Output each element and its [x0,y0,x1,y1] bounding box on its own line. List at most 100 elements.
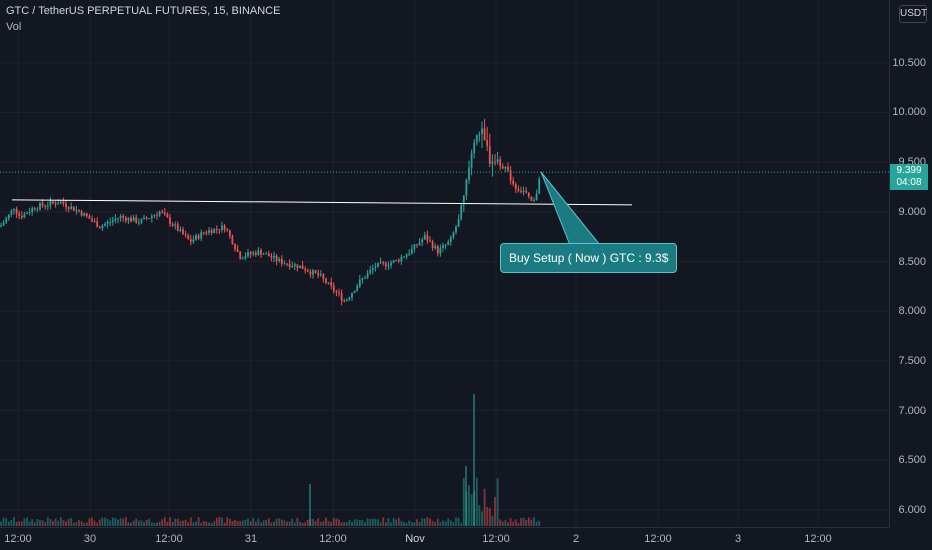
volume-bar [296,517,299,526]
volume-bar [483,488,486,526]
candle-body [325,278,327,284]
volume-bar [189,517,192,526]
price-tick: 6.500 [898,454,926,467]
candle-body [429,240,431,242]
volume-bar [369,519,372,526]
candle-body [280,258,283,264]
candle-body [507,166,509,171]
candle-body [387,265,390,267]
volume-bar [205,521,208,526]
candle-body [439,247,442,254]
candle-body [462,195,465,206]
volume-bar [174,518,177,526]
candle-body [202,232,205,234]
volume-bar [452,521,455,526]
volume-bar [213,521,216,526]
annotation-callout[interactable]: Buy Setup ( Now ) GTC : 9.3$ [500,243,678,273]
volume-bar [371,518,374,526]
volume-bar [468,485,470,526]
volume-bar [33,522,36,526]
candle-body [124,217,127,221]
candle-body [80,211,83,216]
candle-body [171,223,174,226]
symbol-legend[interactable]: GTC / TetherUS PERPETUAL FUTURES, 15, BI… [6,5,281,17]
chart-plot-area[interactable]: GTC / TetherUS PERPETUAL FUTURES, 15, BI… [0,0,890,528]
candle-body [36,209,39,211]
candle-body [533,200,535,202]
volume-bar [135,518,138,526]
candle-body [98,227,101,229]
volume-bar [106,518,109,526]
volume-bar [244,519,247,526]
volume-bar [31,519,34,526]
candle-body [106,221,109,225]
candle-body [486,139,489,147]
volume-bar [488,508,491,526]
volume-bar [130,522,132,526]
candle-body [353,291,356,293]
candle-body [470,152,473,168]
time-axis[interactable]: 12:00 30 12:00 31 12:00 Nov 12:00 2 12:00 3 12:00 [0,528,890,550]
candle-body [93,221,96,223]
volume-bar [156,522,158,526]
candle-body [374,266,377,269]
trendline[interactable] [11,199,633,206]
candle-body [390,262,392,266]
candle-body [371,268,374,270]
candle-body [442,245,444,248]
volume-bar [507,522,509,526]
candle-body [291,266,294,268]
candle-body [447,241,450,245]
volume-bar [124,517,127,526]
volume-bar [353,519,356,526]
volume-bar [338,519,340,526]
candle-body [247,252,249,257]
volume-bar [423,518,426,526]
volume-bar [465,466,467,526]
candle-body [397,259,400,262]
candle-body [249,252,252,255]
time-tick: 3 [734,533,742,545]
currency-badge[interactable]: USDT [899,5,927,23]
volume-bar [192,522,195,526]
price-axis[interactable]: 10.500 10.000 9.500 9.000 8.500 8.000 7.500 7.0… [890,0,932,528]
candle-body [332,285,335,292]
volume-bar [377,519,379,526]
volume-bar [361,519,364,526]
candle-body [137,222,140,224]
candle-body [28,211,31,214]
volume-bar [249,521,252,526]
volume-bar [457,518,460,526]
volume-bar [517,522,520,526]
volume-bar [111,517,114,526]
candle-body [358,279,361,287]
volume-bar [254,521,257,526]
candle-body [260,250,262,255]
candle-body [31,208,34,212]
candle-body [161,211,164,213]
volume-bar [93,520,96,526]
candle-body [10,210,13,215]
candlestick-chart[interactable] [0,0,890,528]
volume-bar [426,517,429,526]
candle-body [208,230,210,233]
candle-body [163,212,166,215]
candle-body [65,203,67,208]
volume-bar [374,518,377,526]
candle-body [132,217,135,222]
time-tick: 30 [83,533,97,545]
volume-bar [319,521,322,526]
candle-body [449,237,452,242]
volume-legend[interactable]: Vol [6,21,22,33]
volume-bar [429,518,431,526]
time-tick: 12:00 [482,533,510,545]
candle-body [195,235,197,240]
candle-body [275,255,278,261]
candle-body [226,229,229,231]
volume-bar [481,511,483,526]
candle-body [452,232,455,238]
candle-body [174,224,177,226]
volume-bar [98,519,101,526]
volume-bar [509,518,512,526]
candle-body [322,274,325,279]
